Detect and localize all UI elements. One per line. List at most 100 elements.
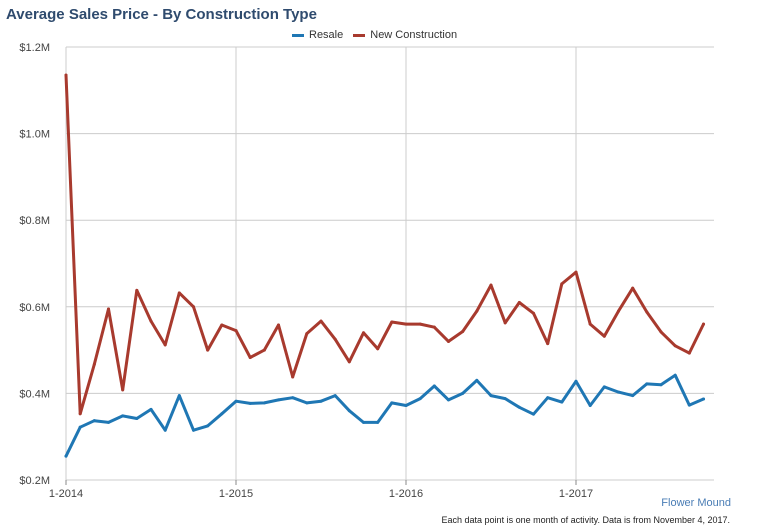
data-point-resale (92, 419, 96, 423)
data-point-new-construction (177, 291, 181, 295)
data-point-resale (376, 420, 380, 424)
legend-item-resale[interactable]: Resale (292, 29, 343, 41)
data-point-new-construction (645, 310, 649, 314)
data-point-resale (532, 412, 535, 416)
data-point-new-construction (461, 329, 465, 333)
data-point-resale (305, 401, 309, 405)
data-point-resale (432, 384, 436, 388)
data-point-new-construction (404, 322, 408, 326)
data-point-new-construction (588, 322, 592, 326)
series-line-new-construction (64, 73, 705, 416)
data-point-resale (687, 403, 691, 407)
data-point-new-construction (333, 337, 337, 341)
data-point-new-construction (390, 320, 394, 324)
data-point-new-construction (319, 319, 323, 323)
data-point-resale (220, 412, 224, 416)
data-point-resale (319, 399, 323, 403)
data-point-new-construction (305, 332, 309, 336)
data-point-new-construction (121, 388, 125, 392)
data-point-resale (404, 404, 408, 408)
data-point-new-construction (418, 322, 422, 326)
data-point-resale (461, 391, 465, 395)
data-point-resale (78, 425, 82, 429)
data-point-new-construction (362, 331, 365, 335)
data-point-new-construction (107, 307, 110, 311)
data-point-new-construction (673, 344, 677, 348)
data-point-new-construction (574, 270, 578, 274)
x-tick-label: 1-2017 (559, 488, 593, 500)
data-point-resale (206, 424, 210, 428)
data-point-new-construction (234, 329, 238, 333)
legend-swatch-new-construction (353, 33, 366, 37)
data-point-new-construction (163, 343, 167, 347)
legend-label-resale: Resale (309, 29, 344, 41)
data-point-resale (631, 394, 635, 398)
data-point-new-construction (149, 319, 153, 323)
data-point-resale (163, 428, 167, 432)
data-point-resale (489, 394, 493, 398)
data-point-resale (602, 385, 606, 389)
y-tick-label: $0.6M (19, 302, 50, 314)
data-point-resale (248, 401, 252, 405)
data-point-new-construction (659, 330, 663, 334)
data-point-new-construction (78, 412, 82, 416)
data-point-resale (673, 373, 677, 377)
legend: Resale New Construction (292, 29, 457, 41)
data-point-new-construction (560, 282, 564, 286)
data-point-resale (390, 401, 394, 405)
data-point-resale (347, 409, 351, 413)
data-point-resale (574, 379, 578, 383)
data-point-new-construction (135, 288, 139, 292)
data-point-resale (262, 401, 266, 405)
data-point-new-construction (248, 355, 252, 359)
data-point-new-construction (262, 348, 266, 352)
data-point-resale (645, 382, 649, 386)
y-tick-label: $0.2M (19, 475, 50, 487)
series-line-resale (64, 373, 705, 458)
data-point-new-construction (64, 73, 68, 77)
data-point-new-construction (475, 309, 479, 313)
data-point-resale (659, 383, 663, 387)
data-point-new-construction (602, 334, 606, 338)
data-point-new-construction (192, 305, 195, 309)
data-point-new-construction (376, 347, 380, 351)
y-tick-label: $0.8M (19, 215, 50, 227)
data-point-resale (277, 398, 280, 402)
data-point-resale (475, 378, 479, 382)
y-tick-label: $1.2M (19, 42, 50, 54)
data-point-new-construction (532, 311, 535, 315)
data-point-new-construction (489, 283, 493, 287)
legend-item-new-construction[interactable]: New Construction (353, 29, 457, 41)
data-point-new-construction (291, 375, 295, 379)
data-point-new-construction (687, 351, 691, 355)
data-point-new-construction (503, 321, 507, 325)
legend-swatch-resale (292, 33, 304, 37)
data-point-resale (177, 394, 181, 398)
data-point-resale (121, 414, 125, 418)
x-tick-label: 1-2016 (389, 488, 423, 500)
data-point-resale (135, 417, 139, 421)
data-point-resale (192, 428, 195, 432)
data-point-resale (546, 396, 550, 400)
data-point-resale (560, 400, 564, 404)
data-point-resale (503, 397, 507, 401)
data-point-new-construction (220, 323, 224, 327)
data-point-resale (234, 399, 238, 403)
data-point-resale (333, 394, 337, 398)
location-label[interactable]: Flower Mound (661, 497, 731, 509)
data-point-resale (291, 396, 295, 400)
chart-title: Average Sales Price - By Construction Ty… (6, 6, 317, 23)
data-point-resale (588, 404, 592, 408)
data-point-resale (362, 420, 365, 424)
data-point-new-construction (206, 348, 210, 352)
data-point-resale (149, 407, 153, 411)
data-point-new-construction (92, 362, 96, 366)
data-point-new-construction (347, 360, 351, 364)
y-tick-label: $1.0M (19, 129, 50, 141)
x-tick-label: 1-2014 (49, 488, 83, 500)
footnote: Each data point is one month of activity… (441, 515, 730, 525)
data-point-new-construction (631, 286, 635, 290)
data-point-new-construction (546, 342, 550, 346)
data-point-resale (418, 397, 422, 401)
